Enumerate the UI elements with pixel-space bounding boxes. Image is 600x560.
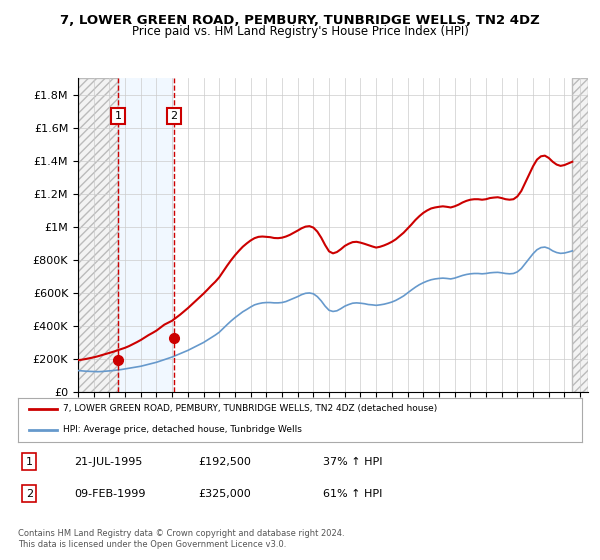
Text: 1: 1 xyxy=(26,456,33,466)
Text: HPI: Average price, detached house, Tunbridge Wells: HPI: Average price, detached house, Tunb… xyxy=(63,426,302,435)
Text: 2: 2 xyxy=(170,111,178,121)
Text: 21-JUL-1995: 21-JUL-1995 xyxy=(74,456,143,466)
Bar xyxy=(78,78,118,392)
Text: 7, LOWER GREEN ROAD, PEMBURY, TUNBRIDGE WELLS, TN2 4DZ (detached house): 7, LOWER GREEN ROAD, PEMBURY, TUNBRIDGE … xyxy=(63,404,437,413)
Text: 61% ↑ HPI: 61% ↑ HPI xyxy=(323,488,382,498)
Bar xyxy=(572,78,588,392)
Bar xyxy=(78,78,118,392)
Text: 2: 2 xyxy=(26,488,33,498)
Text: £325,000: £325,000 xyxy=(199,488,251,498)
Text: Contains HM Land Registry data © Crown copyright and database right 2024.
This d: Contains HM Land Registry data © Crown c… xyxy=(18,529,344,549)
Bar xyxy=(118,78,174,392)
Text: 37% ↑ HPI: 37% ↑ HPI xyxy=(323,456,382,466)
Text: 1: 1 xyxy=(115,111,122,121)
Bar xyxy=(572,78,588,392)
Text: 09-FEB-1999: 09-FEB-1999 xyxy=(74,488,146,498)
Text: Price paid vs. HM Land Registry's House Price Index (HPI): Price paid vs. HM Land Registry's House … xyxy=(131,25,469,38)
Text: £192,500: £192,500 xyxy=(199,456,251,466)
Text: 7, LOWER GREEN ROAD, PEMBURY, TUNBRIDGE WELLS, TN2 4DZ: 7, LOWER GREEN ROAD, PEMBURY, TUNBRIDGE … xyxy=(60,14,540,27)
